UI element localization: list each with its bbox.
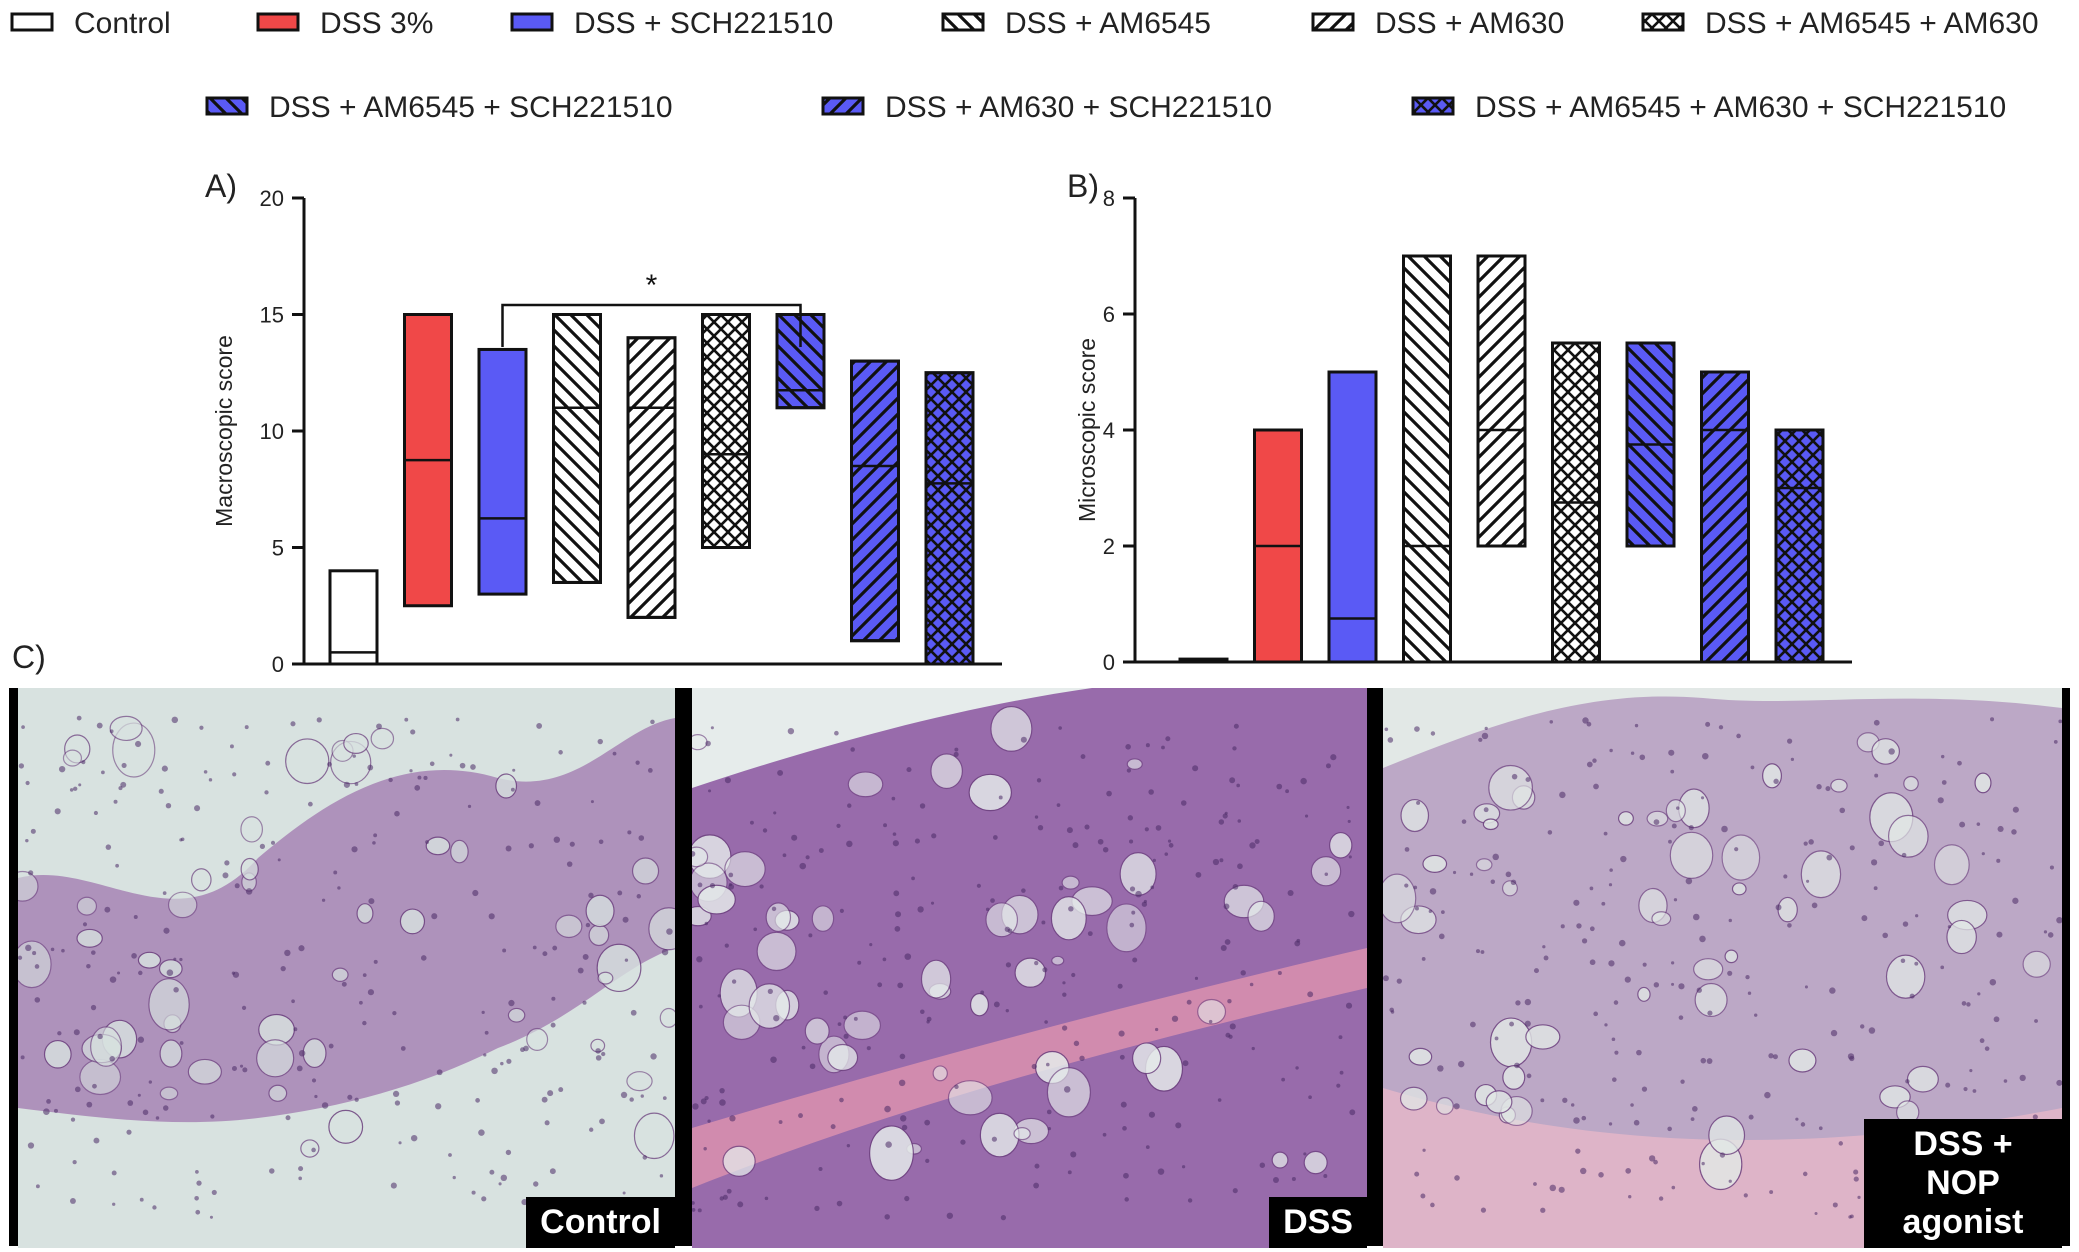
legend-item-dss-am630-sch221510: DSS + AM630 + SCH221510 xyxy=(821,91,1272,124)
y-tick-label: 20 xyxy=(260,186,284,211)
panel-a-label: A) xyxy=(205,168,237,204)
micrograph-caption: Control xyxy=(526,1196,675,1248)
legend-swatch xyxy=(256,12,300,32)
bar-pattern xyxy=(701,313,751,549)
bar-dss-am6545-sch221510 xyxy=(1625,341,1676,548)
legend-item-dss-sch221510: DSS + SCH221510 xyxy=(510,7,833,40)
bar-dss-am6545-am630 xyxy=(701,313,751,549)
legend-item-dss-am6545: DSS + AM6545 xyxy=(941,7,1211,40)
legend-label: DSS + SCH221510 xyxy=(574,7,833,40)
y-axis-title: Microscopic score xyxy=(1074,338,1100,522)
bar-dss-3 xyxy=(403,313,453,608)
bar-dss-am6545-am630-sch221510 xyxy=(1774,428,1825,664)
bar-fill xyxy=(328,569,379,666)
legend-label: DSS + AM6545 + SCH221510 xyxy=(269,91,673,124)
bar-fill xyxy=(1327,370,1378,664)
bar-dss-am630 xyxy=(1476,254,1527,548)
legend-swatch xyxy=(510,12,554,32)
legend-label: DSS + AM6545 + AM630 xyxy=(1705,7,2039,40)
macroscopic-score-chart: 0 5 10 15 20 Macroscopic score * xyxy=(211,186,1002,677)
bar-pattern xyxy=(1402,254,1452,664)
bar-pattern xyxy=(1700,370,1750,664)
panel-c-label: C) xyxy=(12,639,46,675)
legend-item-dss-3: DSS 3% xyxy=(256,7,433,40)
bracket-line xyxy=(501,303,802,347)
bar-pattern xyxy=(850,359,900,643)
chart-legend: Control DSS 3% DSS + SCH221510 DSS + AM6545… xyxy=(10,7,2039,124)
bar-pattern xyxy=(552,313,602,584)
y-tick-label: 0 xyxy=(272,652,284,677)
bar-dss-am6545-am630-sch221510 xyxy=(924,371,975,666)
bar-dss-sch221510 xyxy=(477,347,528,596)
bar-dss-am630-sch221510 xyxy=(1700,370,1750,664)
bar-control xyxy=(1178,657,1229,664)
y-axis-title: Macroscopic score xyxy=(211,335,237,527)
bar-pattern xyxy=(1476,254,1527,548)
panel-b-label: B) xyxy=(1067,168,1099,204)
y-tick-label: 0 xyxy=(1103,650,1115,675)
legend-swatch-pattern xyxy=(1641,12,1685,32)
legend-swatch-pattern xyxy=(1411,96,1455,116)
micrograph-dss: DSS xyxy=(692,688,1367,1248)
bar-dss-sch221510 xyxy=(1327,370,1378,664)
y-tick-label: 4 xyxy=(1103,418,1115,443)
legend-item-dss-am6545-sch221510: DSS + AM6545 + SCH221510 xyxy=(205,91,673,124)
y-tick-label: 10 xyxy=(260,419,284,444)
histology-image xyxy=(692,688,1367,1248)
bar-dss-am630-sch221510 xyxy=(850,359,900,643)
micrograph-dss-nop-agonist: DSS + NOP agonist xyxy=(1383,688,2062,1248)
legend-label: DSS 3% xyxy=(320,7,433,40)
legend-swatch-pattern xyxy=(821,96,865,116)
significance-bracket: * xyxy=(501,269,802,347)
legend-item-dss-am6545-am630: DSS + AM6545 + AM630 xyxy=(1641,7,2039,40)
bar-pattern xyxy=(1774,428,1825,664)
legend-label: DSS + AM630 + SCH221510 xyxy=(885,91,1272,124)
y-tick-label: 6 xyxy=(1103,302,1115,327)
legend-swatch-pattern xyxy=(941,12,985,32)
legend-swatch-pattern xyxy=(1311,12,1355,32)
legend-label: DSS + AM6545 xyxy=(1005,7,1211,40)
micrograph-caption: DSS + NOP agonist xyxy=(1864,1118,2062,1248)
bar-pattern xyxy=(924,371,975,666)
bar-dss-am6545 xyxy=(552,313,602,584)
bar-dss-3 xyxy=(1253,428,1303,664)
micrograph-caption: DSS xyxy=(1269,1196,1367,1248)
legend-label: Control xyxy=(74,7,171,40)
legend-label: DSS + AM630 xyxy=(1375,7,1564,40)
y-tick-label: 5 xyxy=(272,536,284,561)
bar-dss-am630 xyxy=(626,336,677,619)
legend-swatch-pattern xyxy=(205,96,249,116)
significance-star: * xyxy=(646,269,658,302)
y-tick-label: 15 xyxy=(260,303,284,328)
bar-dss-am6545-am630 xyxy=(1551,341,1601,664)
bar-pattern xyxy=(626,336,677,619)
bar-control xyxy=(328,569,379,666)
y-tick-label: 8 xyxy=(1103,186,1115,211)
histology-image xyxy=(18,688,675,1248)
y-tick-label: 2 xyxy=(1103,534,1115,559)
microscopic-score-chart: 0 2 4 6 8 Microscopic score xyxy=(1074,186,1852,675)
legend-swatch xyxy=(10,12,54,32)
bar-fill xyxy=(477,347,528,596)
legend-item-dss-am630: DSS + AM630 xyxy=(1311,7,1564,40)
micrograph-control: Control xyxy=(18,688,675,1248)
legend-item-control: Control xyxy=(10,7,171,40)
legend-label: DSS + AM6545 + AM630 + SCH221510 xyxy=(1475,91,2006,124)
legend-item-dss-am6545-am630-sch221510: DSS + AM6545 + AM630 + SCH221510 xyxy=(1411,91,2006,124)
bar-dss-am6545 xyxy=(1402,254,1452,664)
